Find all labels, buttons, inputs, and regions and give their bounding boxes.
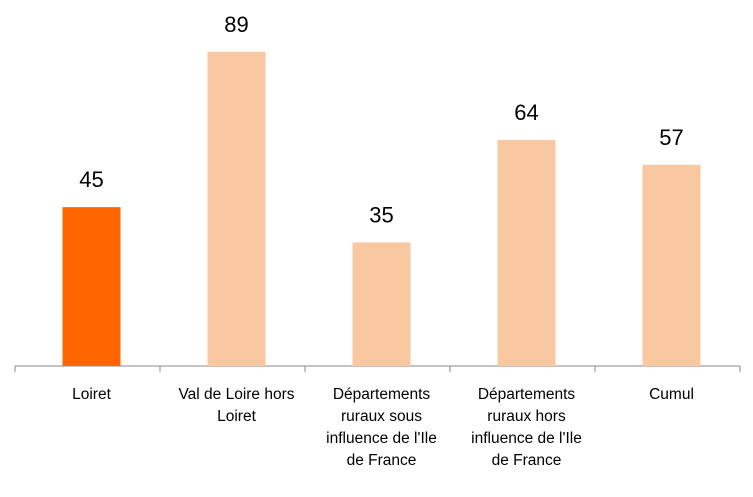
x-tick-label: Cumul	[649, 386, 694, 403]
bar	[642, 164, 701, 366]
value-label: 89	[224, 12, 248, 37]
value-label: 45	[79, 167, 103, 192]
x-tick-label: Départements ruraux sous influence de l'…	[326, 386, 437, 469]
bar	[207, 51, 266, 367]
x-tick-label: Loiret	[72, 386, 111, 403]
bar	[497, 140, 556, 366]
value-label: 64	[514, 100, 538, 125]
value-label: 57	[659, 125, 683, 150]
x-tick-label: Départements ruraux hors influence de l'…	[471, 386, 582, 469]
value-label: 35	[369, 202, 393, 227]
bar	[352, 242, 411, 366]
x-tick-label: Val de Loire hors Loiret	[178, 386, 295, 425]
bar	[62, 207, 121, 366]
